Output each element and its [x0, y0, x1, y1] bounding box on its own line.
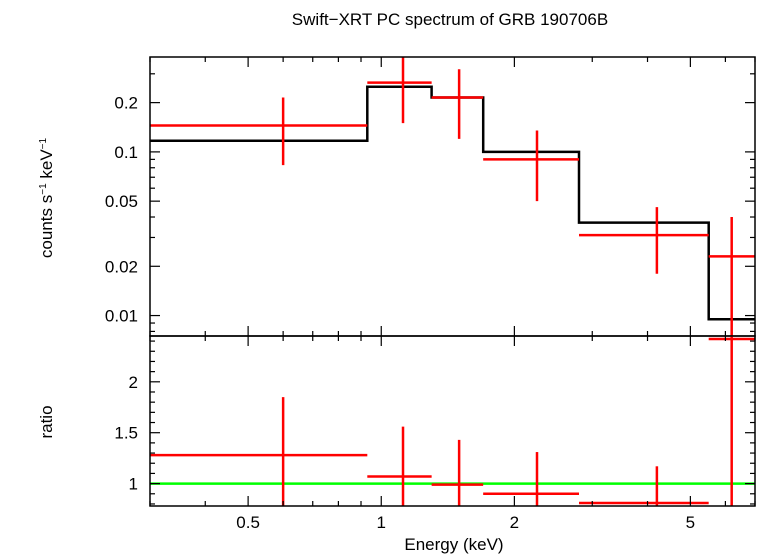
- y-label-sup-2: −1: [38, 137, 49, 149]
- data-point: [367, 57, 432, 124]
- data-point: [431, 439, 484, 506]
- x-axis-label: Energy (keV): [404, 535, 503, 554]
- data-point: [708, 217, 755, 336]
- data-point: [708, 336, 755, 506]
- y-tick-label: 0.2: [114, 94, 138, 113]
- data-point: [367, 426, 432, 506]
- spectrum-y-axis-label: counts s−1 keV−1: [37, 137, 56, 258]
- y-label-counts: counts s: [37, 195, 56, 258]
- data-point: [579, 466, 709, 506]
- y-tick-label: 1.5: [114, 424, 138, 443]
- data-point: [150, 397, 368, 506]
- ratio-y-axis-label: ratio: [37, 405, 56, 438]
- x-tick-label: 1: [377, 513, 386, 532]
- x-tick-label: 5: [686, 513, 695, 532]
- y-tick-label: 1: [129, 475, 138, 494]
- data-point: [431, 69, 484, 139]
- y-tick-label: 0.05: [105, 192, 138, 211]
- ratio-panel: 0.5 1 2 5 1 1.5 2: [114, 335, 756, 532]
- data-point: [483, 452, 580, 506]
- panel-frame: [149, 335, 756, 507]
- y-label-kev: keV: [37, 149, 56, 184]
- panel-frame: [149, 56, 756, 337]
- data-point: [483, 130, 580, 202]
- model-histogram: [150, 85, 755, 321]
- chart-title: Swift−XRT PC spectrum of GRB 190706B: [292, 10, 608, 29]
- spectrum-panel: 0.01 0.02 0.05 0.1 0.2: [105, 56, 756, 337]
- x-tick-label: 2: [510, 513, 519, 532]
- y-tick-label: 0.02: [105, 257, 138, 276]
- x-tick-label: 0.5: [236, 513, 260, 532]
- y-tick-label: 0.1: [114, 143, 138, 162]
- data-point: [150, 97, 368, 166]
- y-label-sup-1: −1: [38, 183, 49, 195]
- data-point: [579, 207, 709, 274]
- y-tick-label: 0.01: [105, 307, 138, 326]
- y-tick-label: 2: [129, 373, 138, 392]
